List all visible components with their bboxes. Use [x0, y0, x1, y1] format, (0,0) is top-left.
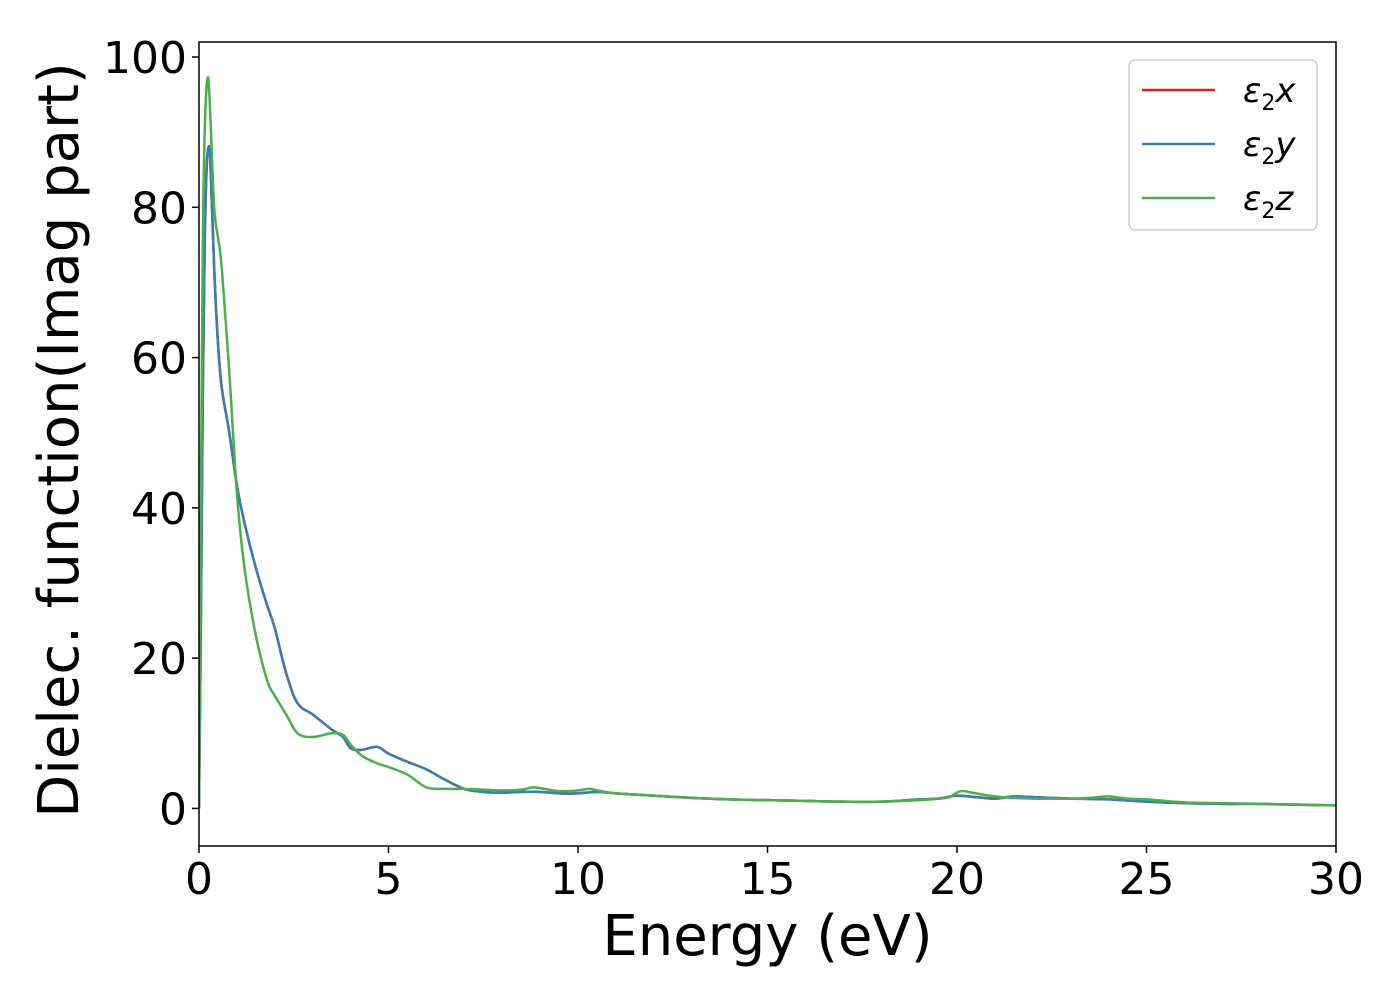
series-line-x — [199, 144, 1336, 809]
series-line-z — [199, 76, 1336, 809]
y-axis-label: Dielec. function(Imag part) — [27, 62, 92, 818]
y-tick-label: 20 — [131, 634, 187, 685]
y-tick-label: 100 — [103, 33, 187, 84]
x-tick-label: 10 — [550, 854, 606, 905]
y-tick-label: 80 — [131, 183, 187, 234]
y-tick-label: 0 — [159, 784, 187, 835]
series-layer — [199, 76, 1336, 809]
x-axis-label: Energy (eV) — [602, 904, 932, 969]
x-tick-label: 0 — [185, 854, 213, 905]
x-tick-label: 25 — [1119, 854, 1175, 905]
legend-label-z: ε2z — [1243, 179, 1294, 224]
y-tick-label: 60 — [131, 334, 187, 385]
x-tick-label: 20 — [929, 854, 985, 905]
legend: ε2x ε2y ε2z — [1128, 59, 1318, 231]
legend-box — [1128, 59, 1318, 231]
x-tick-label: 5 — [375, 854, 403, 905]
series-line-y — [199, 144, 1336, 809]
x-tick-label: 15 — [740, 854, 796, 905]
legend-label-y: ε2y — [1243, 125, 1296, 170]
legend-label-x: ε2x — [1243, 71, 1296, 116]
ticks-layer: 0 5 10 15 20 25 30 0 20 40 60 80 100 — [103, 33, 1364, 905]
x-tick-label: 30 — [1308, 854, 1364, 905]
y-tick-label: 40 — [131, 484, 187, 535]
